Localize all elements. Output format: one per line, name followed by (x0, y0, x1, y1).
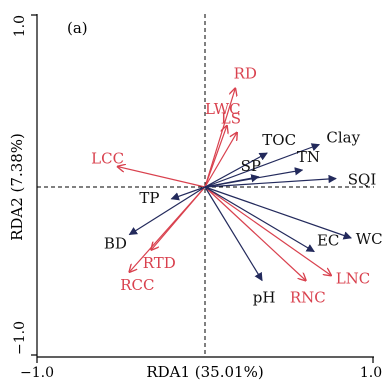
x-tick-label-max: 1.0 (360, 365, 382, 381)
vector-clay (204, 143, 321, 188)
vector-label-lwc: LWC (205, 100, 241, 118)
vector-label-toc: TOC (262, 131, 296, 149)
vector-toc (204, 152, 268, 188)
vector-label-lnc: LNC (336, 269, 371, 287)
vector-bd (128, 186, 206, 236)
vector-label-tp: TP (139, 189, 159, 207)
vector-rd (204, 88, 235, 188)
y-axis-title: RDA2 (7.38%) (8, 133, 26, 241)
vector-wc (204, 186, 352, 240)
panel-label: (a) (67, 19, 88, 37)
vector-label-sqi: SQI (348, 171, 377, 189)
vector-label-rd: RD (234, 64, 257, 82)
vector-ph (204, 186, 263, 282)
vector-rnc (204, 186, 306, 281)
vector-label-ec: EC (317, 232, 339, 250)
vector-label-tn: TN (297, 148, 320, 166)
vector-sqi (204, 174, 337, 188)
vector-label-ph: pH (253, 289, 276, 307)
vector-lwc (204, 126, 227, 188)
vector-label-bd: BD (104, 235, 127, 253)
vector-lcc (118, 167, 206, 188)
vector-label-rtd: RTD (143, 254, 176, 272)
y-tick-label-min: −1.0 (12, 321, 28, 355)
vector-lnc (204, 186, 331, 275)
vector-tp (170, 186, 206, 201)
vector-label-lcc: LCC (91, 150, 124, 168)
vector-rcc (129, 186, 206, 272)
vector-label-sp: SP (241, 157, 261, 175)
vector-label-rcc: RCC (120, 276, 154, 294)
vector-label-wc: WC (356, 230, 383, 248)
vector-label-ls: LS (221, 110, 241, 128)
vector-label-rnc: RNC (290, 289, 326, 307)
vector-ec (204, 186, 315, 253)
vector-tn (204, 167, 304, 188)
x-axis-title: RDA1 (35.01%) (146, 363, 263, 381)
vector-label-clay: Clay (326, 129, 360, 147)
y-tick-label-max: 1.0 (12, 15, 28, 37)
x-tick-label-min: −1.0 (20, 365, 54, 381)
vector-ls (204, 133, 237, 188)
